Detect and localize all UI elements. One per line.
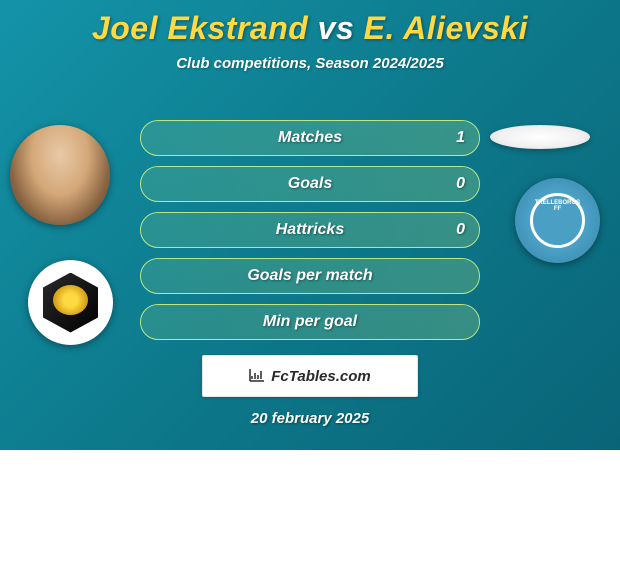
player1-name: Joel Ekstrand <box>92 10 308 46</box>
stat-row-matches: Matches 1 <box>140 120 480 156</box>
stat-row-goals: Goals 0 <box>140 166 480 202</box>
stat-value: 0 <box>456 221 465 239</box>
stat-label: Hattricks <box>141 221 479 239</box>
subtitle: Club competitions, Season 2024/2025 <box>0 55 620 72</box>
chart-icon <box>249 368 265 385</box>
stat-row-min-per-goal: Min per goal <box>140 304 480 340</box>
stats-container: Matches 1 Goals 0 Hattricks 0 Goals per … <box>140 120 480 350</box>
stat-value: 0 <box>456 175 465 193</box>
page-title: Joel Ekstrand vs E. Alievski <box>0 10 620 47</box>
stat-label: Matches <box>141 129 479 147</box>
player1-avatar <box>10 125 110 225</box>
stat-row-hattricks: Hattricks 0 <box>140 212 480 248</box>
fctables-logo[interactable]: FcTables.com <box>202 355 418 397</box>
team2-badge-text: TRELLEBORGS FF <box>533 200 582 212</box>
comparison-card: Joel Ekstrand vs E. Alievski Club compet… <box>0 0 620 450</box>
date-label: 20 february 2025 <box>0 410 620 427</box>
stat-row-goals-per-match: Goals per match <box>140 258 480 294</box>
player2-name: E. Alievski <box>364 10 528 46</box>
title-connector: vs <box>318 10 355 46</box>
stat-label: Min per goal <box>141 313 479 331</box>
stat-label: Goals per match <box>141 267 479 285</box>
kalpa-shield-icon <box>43 273 98 333</box>
player2-avatar <box>490 125 590 149</box>
team1-badge <box>28 260 113 345</box>
trelleborgs-crest-icon: TRELLEBORGS FF <box>530 193 585 248</box>
team2-badge: TRELLEBORGS FF <box>515 178 600 263</box>
stat-value: 1 <box>456 129 465 147</box>
stat-label: Goals <box>141 175 479 193</box>
logo-text: FcTables.com <box>271 368 370 385</box>
